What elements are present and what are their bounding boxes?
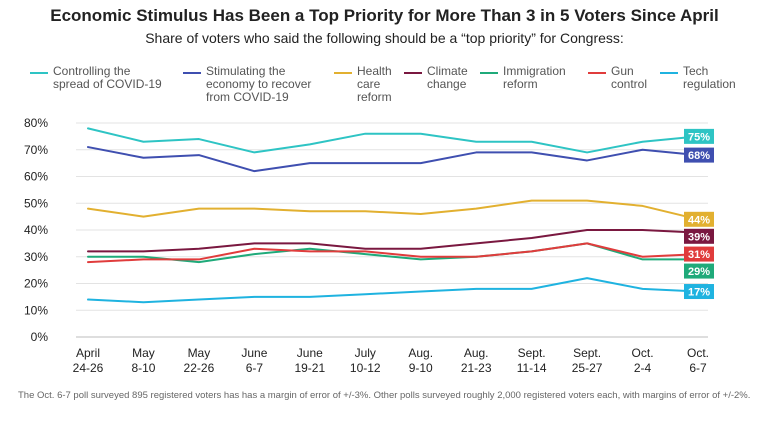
x-tick-label: July [355, 346, 376, 360]
legend-item: Immigration reform [480, 65, 566, 91]
x-tick-label: April [76, 346, 100, 360]
y-tick-label: 30% [24, 250, 48, 264]
x-tick-label: 9-10 [409, 361, 433, 375]
x-tick-label: Sept. [518, 346, 546, 360]
legend-swatch [334, 72, 352, 74]
x-tick-label: May [188, 346, 211, 360]
y-tick-label: 40% [24, 223, 48, 237]
end-value-badge [684, 128, 714, 144]
x-tick-label: 6-7 [689, 361, 707, 375]
x-tick-label: 8-10 [131, 361, 155, 375]
legend-label: Health care reform [357, 64, 392, 104]
line-chart: 0%10%20%30%40%50%60%70%80%April24-26May8… [24, 116, 714, 375]
x-tick-label: 2-4 [634, 361, 652, 375]
x-tick-label: Oct. [632, 346, 654, 360]
x-tick-label: 22-26 [184, 361, 215, 375]
end-value-badge [684, 147, 714, 163]
legend-item: Climate change [404, 65, 468, 91]
y-tick-label: 20% [24, 277, 48, 291]
legend: Controlling the spread of COVID-19 Stimula… [0, 0, 769, 110]
x-tick-label: Aug. [464, 346, 489, 360]
legend-label: Tech regulation [683, 64, 736, 91]
chart-title: Economic Stimulus Has Been a Top Priorit… [50, 6, 719, 25]
legend-label: Controlling the spread of COVID-19 [53, 64, 162, 91]
legend-label: Climate change [427, 64, 468, 91]
x-tick-label: 21-23 [461, 361, 492, 375]
y-tick-label: 70% [24, 143, 48, 157]
series-line [87, 146, 699, 173]
chart-subtitle: Share of voters who said the following s… [145, 30, 624, 46]
x-tick-label: 25-27 [572, 361, 603, 375]
x-tick-label: 19-21 [294, 361, 325, 375]
x-tick-label: 11-14 [517, 361, 547, 375]
legend-swatch [404, 72, 422, 74]
end-value-badge [684, 211, 714, 227]
y-tick-label: 50% [24, 196, 48, 210]
series-line [87, 127, 699, 154]
y-tick-label: 0% [31, 330, 49, 344]
legend-item: Controlling the spread of COVID-19 [30, 65, 162, 91]
x-tick-label: 24-26 [73, 361, 104, 375]
x-tick-label: Aug. [408, 346, 433, 360]
end-value-label: 31% [688, 249, 710, 261]
end-value-badge [684, 228, 714, 244]
x-tick-label: 6-7 [246, 361, 264, 375]
legend-swatch [30, 72, 48, 74]
legend-swatch [660, 72, 678, 74]
x-tick-label: 10-12 [350, 361, 381, 375]
legend-item: Health care reform [334, 65, 392, 104]
x-tick-label: Sept. [573, 346, 601, 360]
legend-swatch [183, 72, 201, 74]
end-value-label: 17% [688, 287, 710, 299]
legend-swatch [480, 72, 498, 74]
legend-swatch [588, 72, 606, 74]
end-value-label: 29% [688, 266, 710, 278]
end-value-label: 44% [688, 214, 710, 226]
series-line [87, 277, 699, 304]
end-value-badge [684, 246, 714, 262]
series-line [87, 242, 699, 264]
end-value-label: 68% [688, 150, 710, 162]
legend-label: Stimulating the economy to recover from CO… [206, 64, 312, 104]
y-tick-label: 10% [24, 303, 48, 317]
y-tick-label: 80% [24, 116, 48, 130]
legend-label: Gun control [611, 64, 648, 91]
end-value-label: 39% [688, 231, 710, 243]
series-line [87, 199, 699, 221]
series-line [87, 229, 699, 253]
end-value-badge [684, 263, 714, 279]
x-tick-label: June [241, 346, 267, 360]
legend-label: Immigration reform [503, 64, 566, 91]
x-tick-label: June [297, 346, 323, 360]
end-value-label: 75% [688, 131, 710, 143]
legend-item: Tech regulation [660, 65, 736, 91]
legend-item: Stimulating the economy to recover from CO… [183, 65, 311, 104]
end-value-badge [684, 284, 714, 300]
legend-item: Gun control [588, 65, 647, 91]
footnote: The Oct. 6-7 poll surveyed 895 registere… [18, 390, 751, 401]
y-tick-label: 60% [24, 170, 48, 184]
x-tick-label: Oct. [687, 346, 709, 360]
x-tick-label: May [132, 346, 155, 360]
